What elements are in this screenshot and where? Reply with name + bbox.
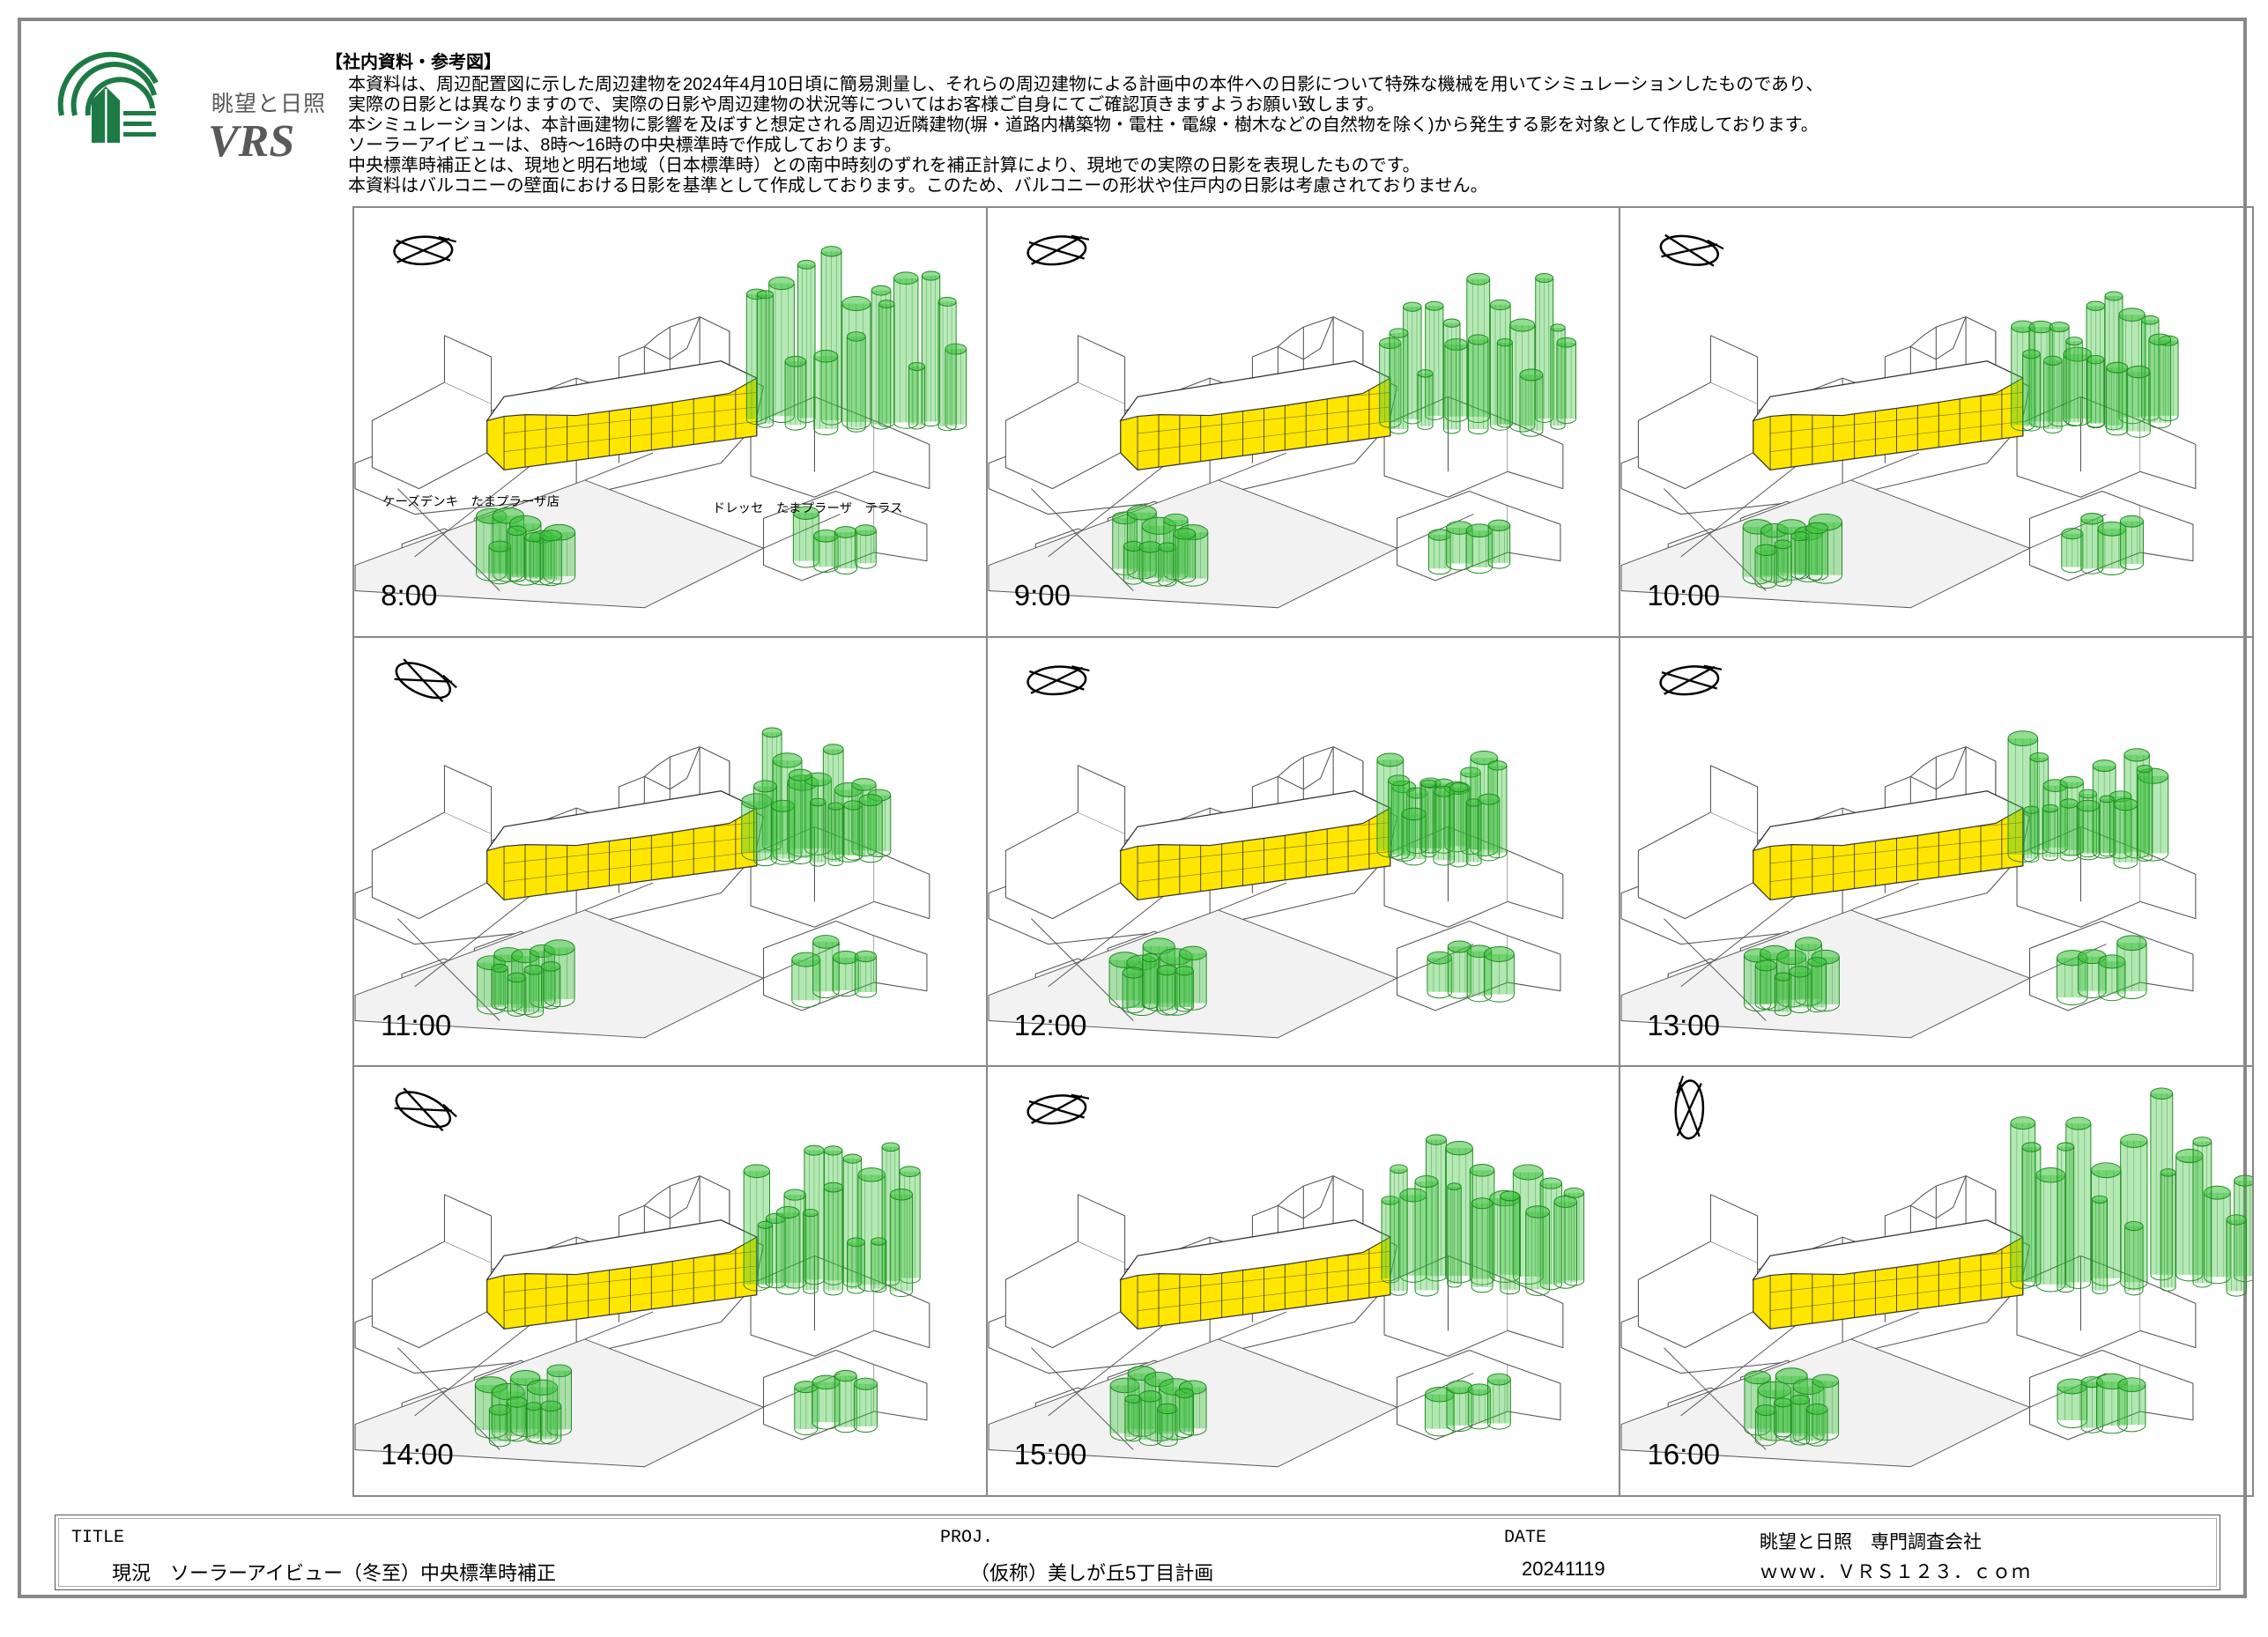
svg-text:ドレッセ たまプラーザ テラス: ドレッセ たまプラーザ テラス bbox=[713, 501, 903, 516]
svg-text:ケーズデンキ たまプラーザ店: ケーズデンキ たまプラーザ店 bbox=[382, 493, 560, 509]
